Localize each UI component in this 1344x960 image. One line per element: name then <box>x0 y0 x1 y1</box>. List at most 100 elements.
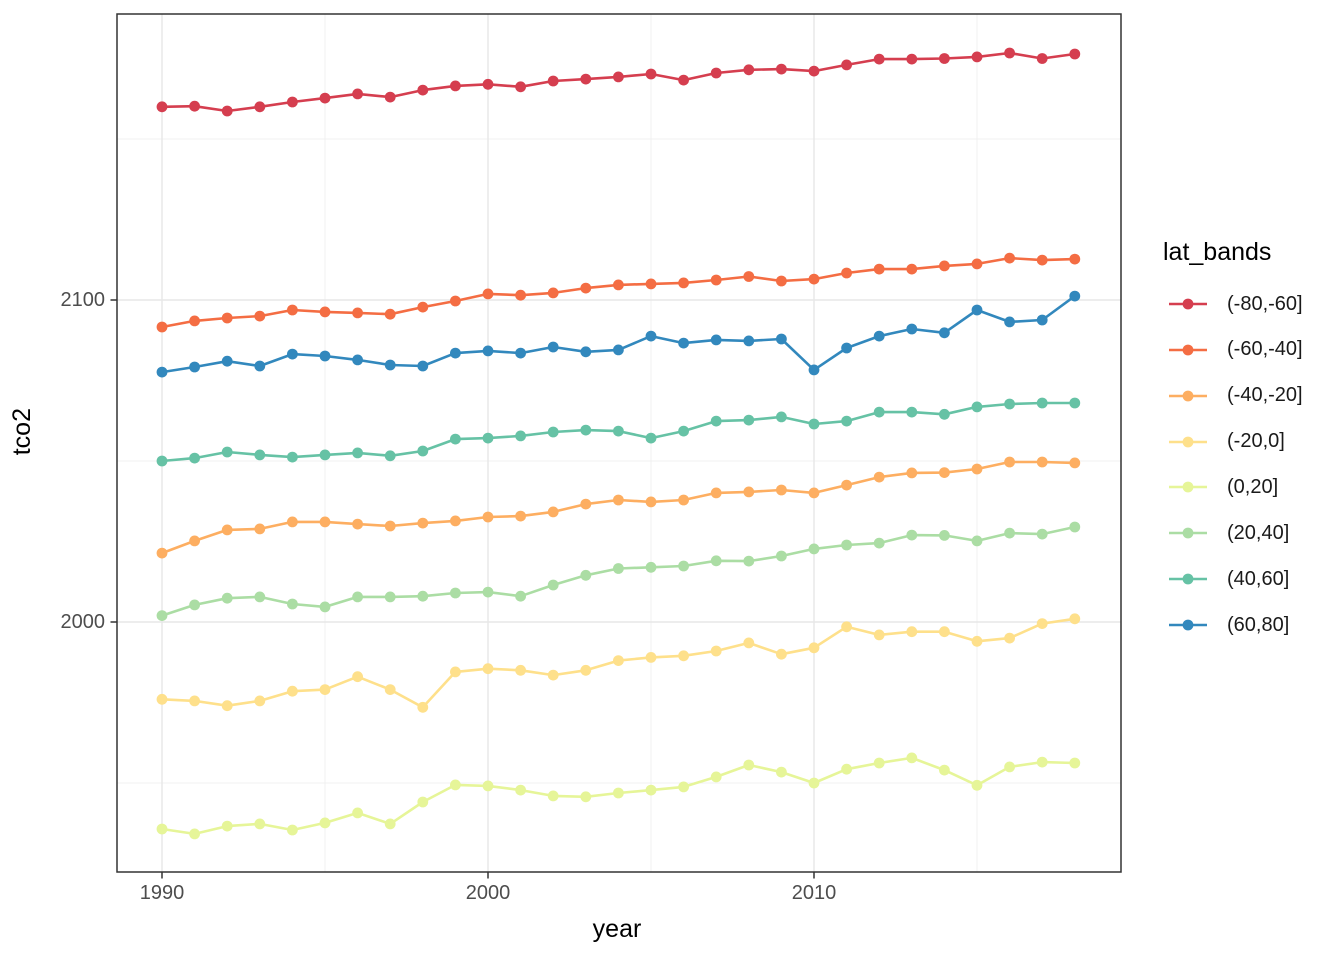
data-point <box>384 684 396 695</box>
data-point <box>776 484 787 496</box>
data-point <box>319 516 331 528</box>
data-point <box>939 626 950 638</box>
data-point <box>515 347 526 359</box>
data-point <box>906 752 918 764</box>
data-point <box>287 96 298 108</box>
data-point <box>221 592 233 604</box>
data-point <box>873 406 885 418</box>
data-point <box>221 105 233 117</box>
data-point <box>710 771 722 783</box>
data-point <box>776 411 787 423</box>
data-point <box>515 664 526 676</box>
data-point <box>1004 398 1015 410</box>
data-point <box>319 350 331 362</box>
data-point <box>482 345 494 357</box>
data-point <box>515 81 526 93</box>
data-point <box>352 88 363 100</box>
data-point <box>352 518 363 530</box>
data-point <box>678 277 689 289</box>
data-point <box>645 278 657 290</box>
legend-item: (-20,0] <box>1168 419 1285 465</box>
data-point <box>808 364 820 376</box>
data-point <box>547 506 559 518</box>
data-point <box>482 78 494 90</box>
legend-key-icon <box>1169 390 1207 402</box>
data-point <box>613 787 624 799</box>
data-point <box>352 354 363 366</box>
data-point <box>776 766 787 778</box>
data-point <box>743 759 755 771</box>
data-point <box>841 415 852 427</box>
data-point <box>645 330 657 342</box>
legend-key-icon <box>1169 619 1207 631</box>
legend-label: (20,40] <box>1227 521 1290 544</box>
data-point <box>1004 761 1015 773</box>
legend-label: (-60,-40] <box>1227 338 1303 361</box>
data-point <box>189 535 201 547</box>
data-point <box>971 401 983 413</box>
data-point <box>189 100 201 112</box>
data-point <box>189 695 201 707</box>
series-(20,40] <box>156 521 1081 621</box>
data-point <box>710 415 722 427</box>
data-point <box>645 496 657 508</box>
data-point <box>580 73 592 85</box>
data-point <box>1069 757 1081 769</box>
data-point <box>743 64 755 76</box>
data-point <box>939 764 950 776</box>
legend-label: (0,20] <box>1227 475 1279 498</box>
legend-key-icon <box>1169 482 1207 493</box>
data-point <box>156 693 168 705</box>
data-point <box>254 818 266 830</box>
data-point <box>971 463 983 475</box>
data-point <box>1069 613 1081 625</box>
legend-key-dot <box>1182 619 1194 631</box>
data-point <box>450 666 461 678</box>
data-point <box>482 511 494 523</box>
data-point <box>319 306 331 318</box>
data-point <box>547 341 559 353</box>
x-tick-label: 2010 <box>791 882 837 904</box>
series-(-60,-40] <box>156 252 1081 333</box>
data-point <box>1004 47 1015 59</box>
data-point <box>613 71 624 83</box>
data-point <box>873 53 885 65</box>
data-point <box>906 323 918 335</box>
data-point <box>482 432 494 444</box>
legend-label: (-40,-20] <box>1227 384 1303 407</box>
data-point <box>1069 521 1081 533</box>
data-point <box>384 359 396 371</box>
data-point <box>189 315 201 327</box>
data-point <box>254 523 266 535</box>
data-point <box>319 684 331 695</box>
legend-key-dot <box>1182 482 1194 493</box>
data-point <box>319 449 331 461</box>
data-point <box>808 543 820 555</box>
series-(-40,-20] <box>156 456 1081 559</box>
data-point <box>580 498 592 510</box>
data-point <box>1004 316 1015 328</box>
data-point <box>254 310 266 322</box>
data-point <box>645 432 657 444</box>
data-point <box>971 535 983 547</box>
legend-label: (60,80] <box>1227 613 1290 636</box>
data-point <box>710 487 722 499</box>
legend-item: (-40,-20] <box>1168 373 1303 419</box>
data-point <box>221 700 233 712</box>
data-point <box>776 550 787 562</box>
data-point <box>547 790 559 802</box>
data-point <box>352 307 363 319</box>
data-point <box>645 561 657 573</box>
series-(40,60] <box>156 397 1081 467</box>
data-point <box>221 524 233 536</box>
data-point <box>743 555 755 567</box>
series-(0,20] <box>156 752 1081 840</box>
legend-key-dot <box>1182 573 1194 585</box>
data-point <box>580 282 592 294</box>
data-point <box>319 92 331 104</box>
legend-title: lat_bands <box>1163 238 1272 266</box>
data-point <box>1069 457 1081 469</box>
data-point <box>873 757 885 769</box>
legend-item: (40,60] <box>1168 556 1289 602</box>
data-point <box>678 560 689 572</box>
